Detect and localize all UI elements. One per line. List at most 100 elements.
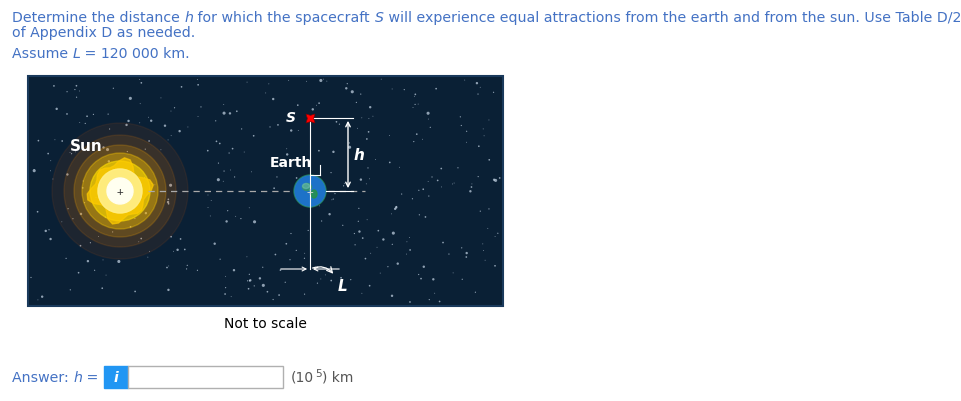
- Point: [234, 126, 249, 133]
- Point: [299, 79, 314, 85]
- Point: [73, 211, 88, 218]
- Point: [117, 200, 133, 206]
- Point: [457, 78, 473, 84]
- Point: [476, 126, 491, 133]
- Point: [269, 158, 284, 164]
- Point: [76, 178, 91, 185]
- Point: [278, 279, 293, 286]
- Point: [469, 81, 484, 87]
- Point: [289, 175, 305, 182]
- Point: [189, 267, 205, 274]
- Point: [180, 263, 195, 269]
- Point: [247, 283, 262, 290]
- Point: [49, 106, 64, 113]
- Ellipse shape: [303, 184, 311, 191]
- Point: [100, 147, 115, 154]
- Point: [290, 128, 306, 134]
- Point: [189, 77, 205, 83]
- Point: [421, 193, 436, 200]
- Point: [77, 200, 92, 207]
- Point: [158, 123, 173, 130]
- Text: will experience equal attractions from the earth and from the sun. Use Table D/2: will experience equal attractions from t…: [383, 11, 961, 25]
- Point: [468, 289, 483, 296]
- Point: [221, 150, 236, 157]
- Circle shape: [82, 154, 158, 229]
- Point: [59, 255, 74, 262]
- Point: [383, 211, 399, 217]
- Point: [166, 249, 182, 255]
- Point: [218, 285, 234, 291]
- Point: [62, 150, 78, 156]
- Point: [365, 114, 381, 120]
- Point: [361, 129, 377, 136]
- Point: [134, 236, 149, 242]
- Point: [246, 133, 261, 140]
- Point: [102, 126, 117, 133]
- Point: [283, 128, 299, 134]
- Point: [163, 182, 179, 189]
- Text: S: S: [375, 11, 383, 25]
- Point: [94, 285, 110, 292]
- Point: [141, 138, 157, 145]
- Point: [119, 122, 135, 129]
- Point: [247, 219, 262, 225]
- Point: [80, 114, 95, 120]
- Point: [322, 211, 337, 218]
- Point: [335, 223, 351, 229]
- Point: [384, 241, 400, 248]
- Point: [399, 251, 414, 258]
- Point: [160, 265, 175, 271]
- Point: [470, 91, 485, 98]
- Text: +: +: [116, 186, 123, 196]
- Point: [332, 122, 347, 128]
- Point: [160, 201, 176, 207]
- Point: [258, 91, 273, 97]
- Point: [265, 297, 281, 303]
- Ellipse shape: [311, 190, 317, 198]
- Point: [349, 100, 364, 106]
- Text: Assume: Assume: [12, 47, 73, 61]
- Point: [95, 193, 111, 200]
- Point: [179, 266, 194, 272]
- Point: [86, 267, 102, 274]
- Point: [345, 89, 360, 96]
- Point: [259, 289, 275, 295]
- Point: [305, 107, 320, 113]
- Point: [354, 115, 369, 122]
- Point: [407, 102, 423, 108]
- Point: [78, 121, 93, 128]
- Point: [105, 229, 120, 235]
- Point: [362, 176, 378, 182]
- Point: [415, 186, 431, 193]
- Point: [458, 140, 474, 146]
- Point: [388, 205, 404, 211]
- Point: [86, 112, 101, 118]
- Point: [394, 191, 409, 198]
- Point: [108, 166, 123, 172]
- Point: [265, 97, 281, 103]
- Point: [477, 133, 492, 140]
- Point: [454, 123, 469, 130]
- Text: of Appendix D as needed.: of Appendix D as needed.: [12, 26, 195, 40]
- Point: [69, 83, 85, 90]
- Point: [133, 101, 148, 107]
- Point: [351, 206, 366, 212]
- Point: [46, 83, 62, 90]
- Point: [160, 287, 176, 294]
- Point: [360, 165, 376, 172]
- Point: [101, 159, 116, 165]
- Point: [454, 245, 469, 251]
- Text: (10: (10: [291, 370, 314, 384]
- Point: [403, 247, 418, 253]
- Point: [119, 149, 135, 155]
- Point: [487, 263, 503, 269]
- Point: [392, 165, 407, 171]
- Point: [413, 276, 429, 282]
- Point: [137, 175, 153, 181]
- Point: [236, 150, 252, 156]
- Point: [200, 192, 215, 199]
- Point: [318, 272, 333, 278]
- Point: [163, 109, 179, 115]
- Point: [384, 293, 400, 299]
- Point: [216, 102, 232, 108]
